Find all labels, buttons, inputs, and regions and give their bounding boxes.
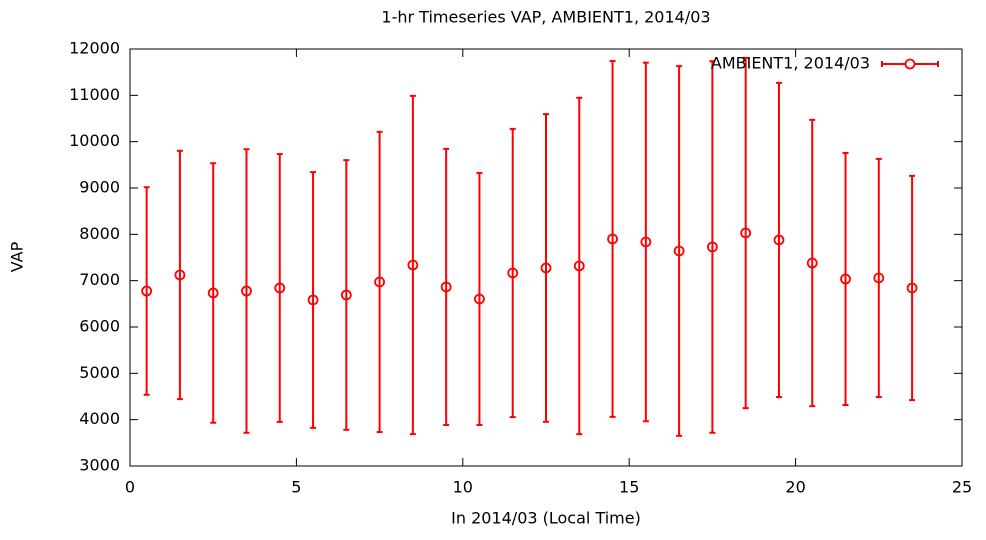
data-point [307, 294, 319, 306]
y-tick-label: 7000 [79, 270, 120, 289]
data-point [607, 233, 618, 245]
data-point [740, 227, 752, 239]
error-bar [742, 56, 749, 410]
error-bar [210, 162, 217, 424]
y-tick-label: 12000 [69, 39, 120, 58]
x-tick-label: 5 [291, 478, 301, 497]
data-point [673, 245, 685, 257]
chart-title: 1-hr Timeseries VAP, AMBIENT1, 2014/03 [381, 8, 710, 27]
error-bar [276, 153, 283, 423]
x-tick-label: 10 [453, 478, 473, 497]
y-tick-label: 4000 [79, 409, 120, 428]
error-bar [875, 157, 882, 399]
data-point [540, 262, 552, 274]
error-bar [609, 60, 616, 418]
data-point [773, 234, 785, 246]
error-bar [909, 174, 916, 402]
plot-frame [129, 48, 963, 467]
error-bar [709, 60, 716, 434]
y-tick-label: 5000 [79, 363, 120, 382]
y-tick-label: 3000 [79, 456, 120, 475]
data-point [374, 276, 386, 288]
x-tick-label: 25 [952, 478, 972, 497]
y-axis-label: VAP [8, 241, 27, 272]
data-point [174, 269, 186, 281]
data-point [440, 281, 452, 293]
y-tick-label: 8000 [79, 224, 120, 243]
error-bar [576, 96, 583, 436]
legend-label: AMBIENT1, 2014/03 [711, 54, 870, 73]
data-point [707, 241, 718, 253]
data-point [274, 282, 286, 294]
error-bar [143, 186, 150, 396]
legend-marker [904, 58, 916, 70]
error-bar [775, 81, 782, 399]
data-point [507, 267, 519, 279]
error-bar [809, 118, 816, 408]
y-tick-label: 11000 [69, 85, 120, 104]
error-bar [409, 94, 416, 436]
error-bar [176, 149, 183, 401]
x-axis-label: In 2014/03 (Local Time) [451, 509, 641, 528]
error-bar [310, 171, 317, 429]
data-point [474, 293, 485, 305]
data-point [241, 285, 252, 297]
data-point [806, 257, 818, 269]
data-point [873, 272, 885, 284]
error-bar [543, 113, 549, 423]
x-tick-label: 20 [785, 478, 805, 497]
error-bar [676, 65, 683, 437]
error-bar [509, 127, 516, 419]
data-point [906, 282, 918, 294]
error-bar [243, 148, 250, 434]
data-point [640, 236, 652, 248]
y-tick-label: 10000 [69, 131, 120, 150]
x-tick-label: 15 [619, 478, 639, 497]
error-bar [376, 130, 383, 434]
error-bar [443, 147, 450, 427]
error-bar [642, 61, 649, 423]
x-tick-label: 0 [125, 478, 135, 497]
y-tick-label: 6000 [79, 317, 120, 336]
data-point [141, 285, 153, 297]
y-tick-label: 9000 [79, 178, 120, 197]
data-point [340, 289, 352, 301]
data-point [840, 273, 851, 285]
data-point [407, 259, 419, 271]
data-point [207, 287, 219, 299]
error-bar [476, 171, 483, 426]
data-point [573, 260, 585, 272]
error-bar [842, 151, 849, 407]
error-bar [343, 159, 350, 431]
